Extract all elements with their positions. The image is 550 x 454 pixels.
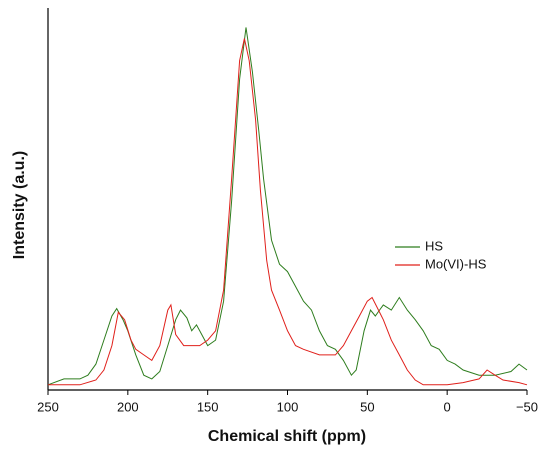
x-axis-label: Chemical shift (ppm): [208, 428, 366, 445]
legend-label: HS: [425, 238, 443, 253]
x-tick-label: 0: [444, 399, 451, 414]
x-tick-label: 50: [360, 399, 374, 414]
line: [48, 38, 528, 386]
x-tick-label: 100: [277, 399, 299, 414]
x-tick-label: 150: [197, 399, 219, 414]
x-tick-label: 250: [37, 399, 59, 414]
x-tick-label: 200: [117, 399, 139, 414]
line: [47, 27, 528, 386]
y-axis-label: Intensity (a.u.): [11, 151, 28, 259]
x-tick-label: −50: [516, 399, 538, 414]
legend-label: Mo(VI)-HS: [425, 256, 487, 271]
